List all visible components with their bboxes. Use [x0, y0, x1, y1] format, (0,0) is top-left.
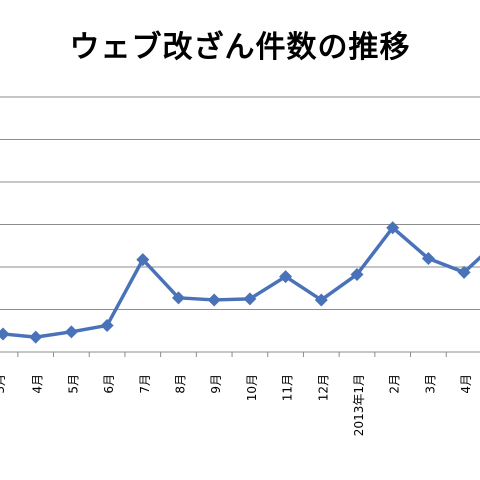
data-point	[421, 252, 435, 265]
data-point	[0, 327, 10, 341]
x-tick-label: 4月	[459, 374, 473, 394]
x-tick-label: 11月	[281, 374, 295, 401]
x-tick-labels: 3月 4月 5月 6月 7月 8月 9月 10月 11月 12月 2013年1月 2月 3月 4月	[0, 374, 473, 436]
data-point	[207, 293, 221, 307]
data-point	[136, 253, 150, 267]
data-point	[29, 330, 43, 344]
data-point	[279, 270, 293, 284]
series-line	[2, 225, 480, 339]
x-tick-label: 2月	[388, 374, 402, 394]
data-point	[100, 318, 114, 332]
x-tick-label: 3月	[0, 374, 7, 394]
x-tick-label: 5月	[66, 374, 80, 394]
data-point	[243, 292, 257, 306]
x-tick-label: 10月	[245, 374, 259, 401]
data-point	[64, 325, 78, 339]
data-points	[0, 221, 471, 344]
x-tick-label: 12月	[316, 374, 330, 401]
x-tick-label: 4月	[31, 374, 45, 394]
series-line-layer	[2, 225, 480, 339]
data-point	[314, 293, 328, 307]
x-tick-label: 6月	[102, 374, 116, 394]
data-point	[350, 267, 364, 281]
data-point	[172, 291, 185, 305]
x-tick-label: 7月	[138, 374, 152, 394]
gridlines	[0, 96, 480, 357]
x-tick-label: 3月	[423, 374, 437, 394]
data-point	[457, 265, 471, 279]
x-tick-label: 2013年1月	[352, 374, 366, 436]
x-tick-label: 8月	[174, 374, 188, 394]
x-tick-label: 9月	[209, 374, 223, 394]
data-point	[386, 221, 400, 235]
chart-title: ウェブ改ざん件数の推移	[69, 30, 411, 65]
